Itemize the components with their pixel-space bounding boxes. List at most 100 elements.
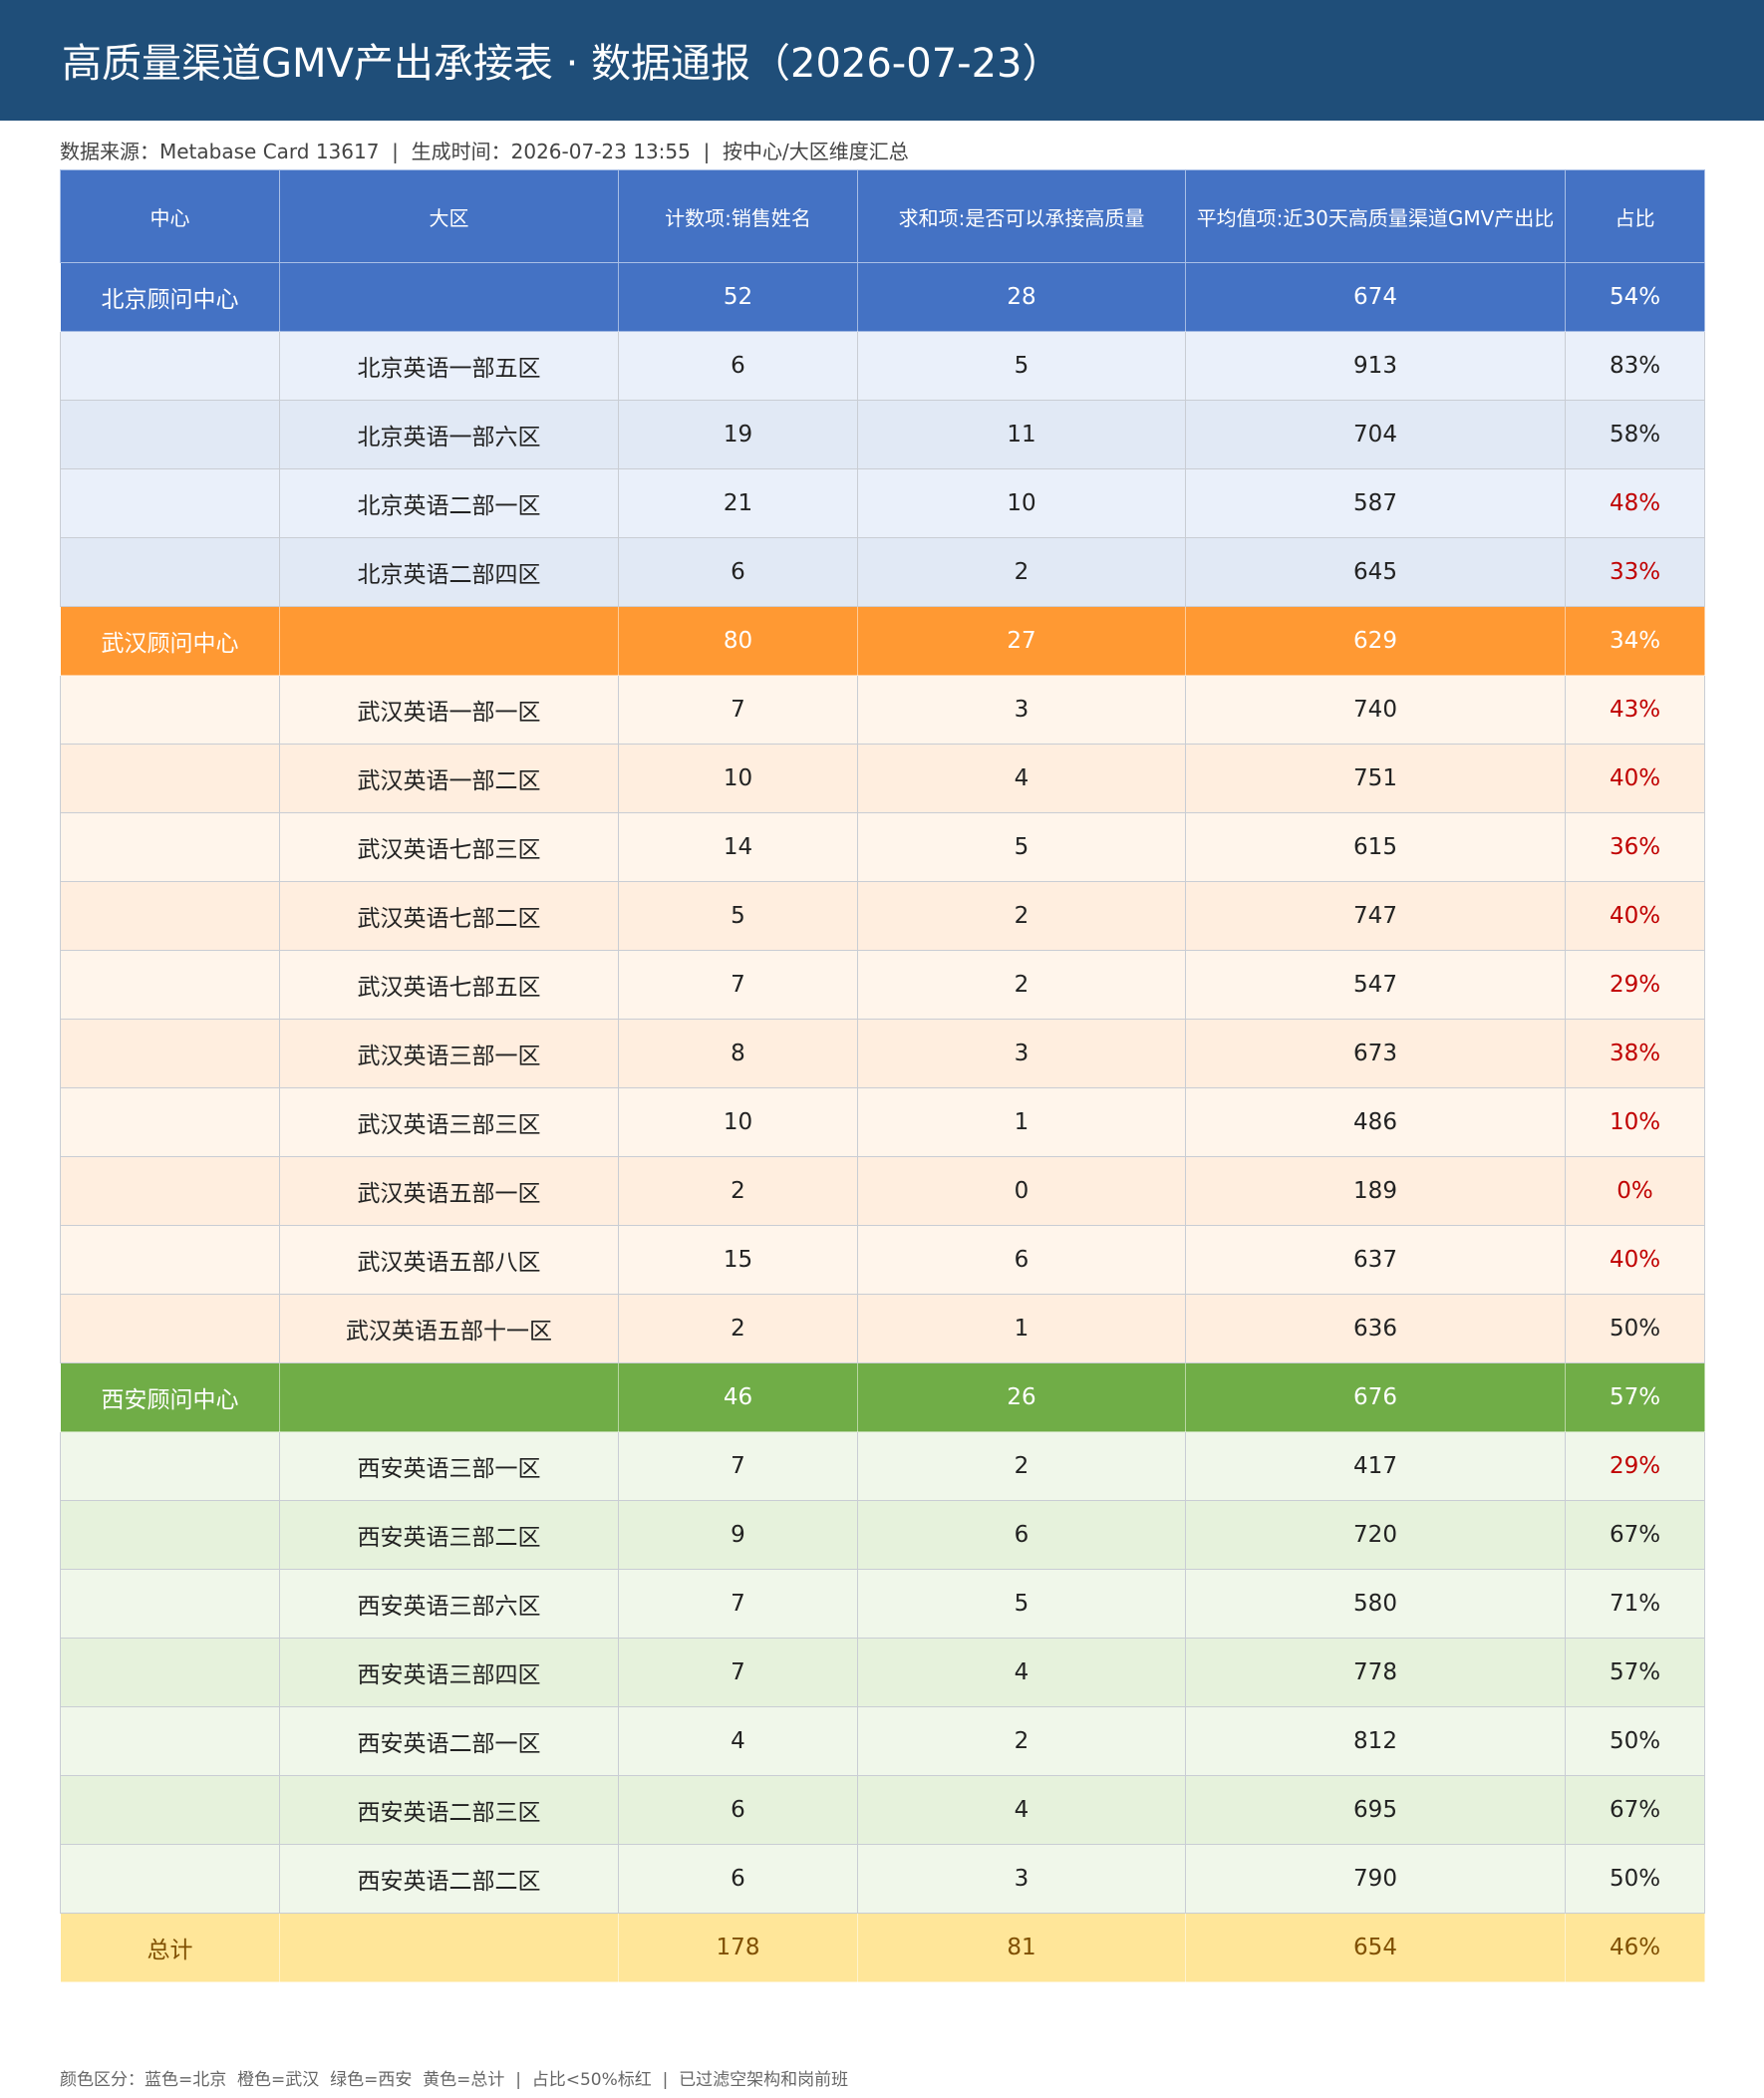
cell: 812: [1185, 1706, 1566, 1776]
cell: 80: [618, 606, 858, 676]
cell: 北京英语二部一区: [279, 468, 619, 538]
cell: 2: [857, 1706, 1186, 1776]
cell: 629: [1185, 606, 1566, 676]
title: 高质量渠道GMV产出承接表 · 数据通报（2026-07-23）: [62, 41, 1062, 87]
cell: 83%: [1565, 331, 1705, 401]
cell: [60, 881, 280, 951]
cell: 8: [618, 1019, 858, 1088]
cell: 总计: [60, 1913, 280, 1982]
sub-row: 北京英语一部五区 6 5 913 83%: [60, 331, 1705, 401]
cell: 67%: [1565, 1775, 1705, 1845]
cell: 673: [1185, 1019, 1566, 1088]
cell: 50%: [1565, 1844, 1705, 1914]
cell: 西安英语三部一区: [279, 1431, 619, 1501]
cell: 720: [1185, 1500, 1566, 1570]
sub-row: 武汉英语五部一区 2 0 189 0%: [60, 1156, 1705, 1226]
data-table: 中心 大区 计数项:销售姓名 求和项:是否可以承接高质量 平均值项:近30天高质量渠道G…: [60, 169, 1705, 1982]
cell: 西安英语三部二区: [279, 1500, 619, 1570]
cell: 北京英语二部四区: [279, 537, 619, 607]
sub-row: 西安英语二部二区 6 3 790 50%: [60, 1844, 1705, 1914]
cell: [60, 744, 280, 813]
cell: 4: [857, 1638, 1186, 1707]
cell: 178: [618, 1913, 858, 1982]
cell: 48%: [1565, 468, 1705, 538]
cell: 武汉顾问中心: [60, 606, 280, 676]
center-row: 北京顾问中心 52 28 674 54%: [60, 262, 1705, 332]
sub-row: 西安英语三部四区 7 4 778 57%: [60, 1638, 1705, 1707]
cell: 7: [618, 1569, 858, 1639]
cell: 5: [857, 331, 1186, 401]
column-header: 大区: [279, 169, 619, 263]
sub-row: 西安英语二部三区 6 4 695 67%: [60, 1775, 1705, 1845]
cell: 36%: [1565, 812, 1705, 882]
cell: 740: [1185, 675, 1566, 745]
sub-row: 北京英语二部四区 6 2 645 33%: [60, 537, 1705, 607]
sub-row: 武汉英语一部一区 7 3 740 43%: [60, 675, 1705, 745]
cell: 7: [618, 950, 858, 1020]
cell: 3: [857, 1019, 1186, 1088]
cell: 1: [857, 1294, 1186, 1363]
cell: 2: [857, 537, 1186, 607]
cell: 武汉英语七部三区: [279, 812, 619, 882]
cell: [60, 1844, 280, 1914]
sub-row: 武汉英语七部五区 7 2 547 29%: [60, 950, 1705, 1020]
cell: 19: [618, 400, 858, 469]
cell: 21: [618, 468, 858, 538]
cell: 695: [1185, 1775, 1566, 1845]
cell: 6: [618, 1844, 858, 1914]
cell: 674: [1185, 262, 1566, 332]
cell: [60, 468, 280, 538]
cell: 27: [857, 606, 1186, 676]
cell: [60, 1638, 280, 1707]
cell: 778: [1185, 1638, 1566, 1707]
cell: 71%: [1565, 1569, 1705, 1639]
cell: 3: [857, 675, 1186, 745]
header-bar: 高质量渠道GMV产出承接表 · 数据通报（2026-07-23）: [0, 0, 1764, 121]
cell: 26: [857, 1362, 1186, 1432]
cell: 2: [618, 1294, 858, 1363]
cell: 6: [857, 1225, 1186, 1295]
cell: 81: [857, 1913, 1186, 1982]
cell: 10: [618, 1087, 858, 1157]
cell: 西安英语三部六区: [279, 1569, 619, 1639]
cell: 40%: [1565, 744, 1705, 813]
cell: 10: [618, 744, 858, 813]
cell: [60, 1569, 280, 1639]
cell: 587: [1185, 468, 1566, 538]
cell: 11: [857, 400, 1186, 469]
cell: 2: [857, 881, 1186, 951]
cell: 武汉英语三部三区: [279, 1087, 619, 1157]
sub-row: 西安英语二部一区 4 2 812 50%: [60, 1706, 1705, 1776]
cell: [60, 1294, 280, 1363]
cell: 武汉英语五部八区: [279, 1225, 619, 1295]
cell: 武汉英语七部五区: [279, 950, 619, 1020]
cell: [60, 1087, 280, 1157]
cell: 417: [1185, 1431, 1566, 1501]
total-row: 总计 178 81 654 46%: [60, 1913, 1705, 1982]
cell: [60, 331, 280, 401]
cell: 6: [618, 537, 858, 607]
cell: 北京英语一部五区: [279, 331, 619, 401]
sub-row: 武汉英语一部二区 10 4 751 40%: [60, 744, 1705, 813]
cell: 武汉英语七部二区: [279, 881, 619, 951]
cell: 10: [857, 468, 1186, 538]
cell: 33%: [1565, 537, 1705, 607]
sub-row: 武汉英语三部一区 8 3 673 38%: [60, 1019, 1705, 1088]
cell: [60, 400, 280, 469]
cell: [279, 1913, 619, 1982]
cell: 57%: [1565, 1362, 1705, 1432]
cell: 57%: [1565, 1638, 1705, 1707]
cell: 3: [857, 1844, 1186, 1914]
cell: [60, 812, 280, 882]
cell: 54%: [1565, 262, 1705, 332]
cell: 7: [618, 1431, 858, 1501]
cell: [60, 1500, 280, 1570]
cell: 2: [857, 950, 1186, 1020]
cell: [60, 1156, 280, 1226]
cell: 637: [1185, 1225, 1566, 1295]
cell: 40%: [1565, 1225, 1705, 1295]
cell: 547: [1185, 950, 1566, 1020]
cell: 15: [618, 1225, 858, 1295]
cell: 西安英语三部四区: [279, 1638, 619, 1707]
cell: 676: [1185, 1362, 1566, 1432]
